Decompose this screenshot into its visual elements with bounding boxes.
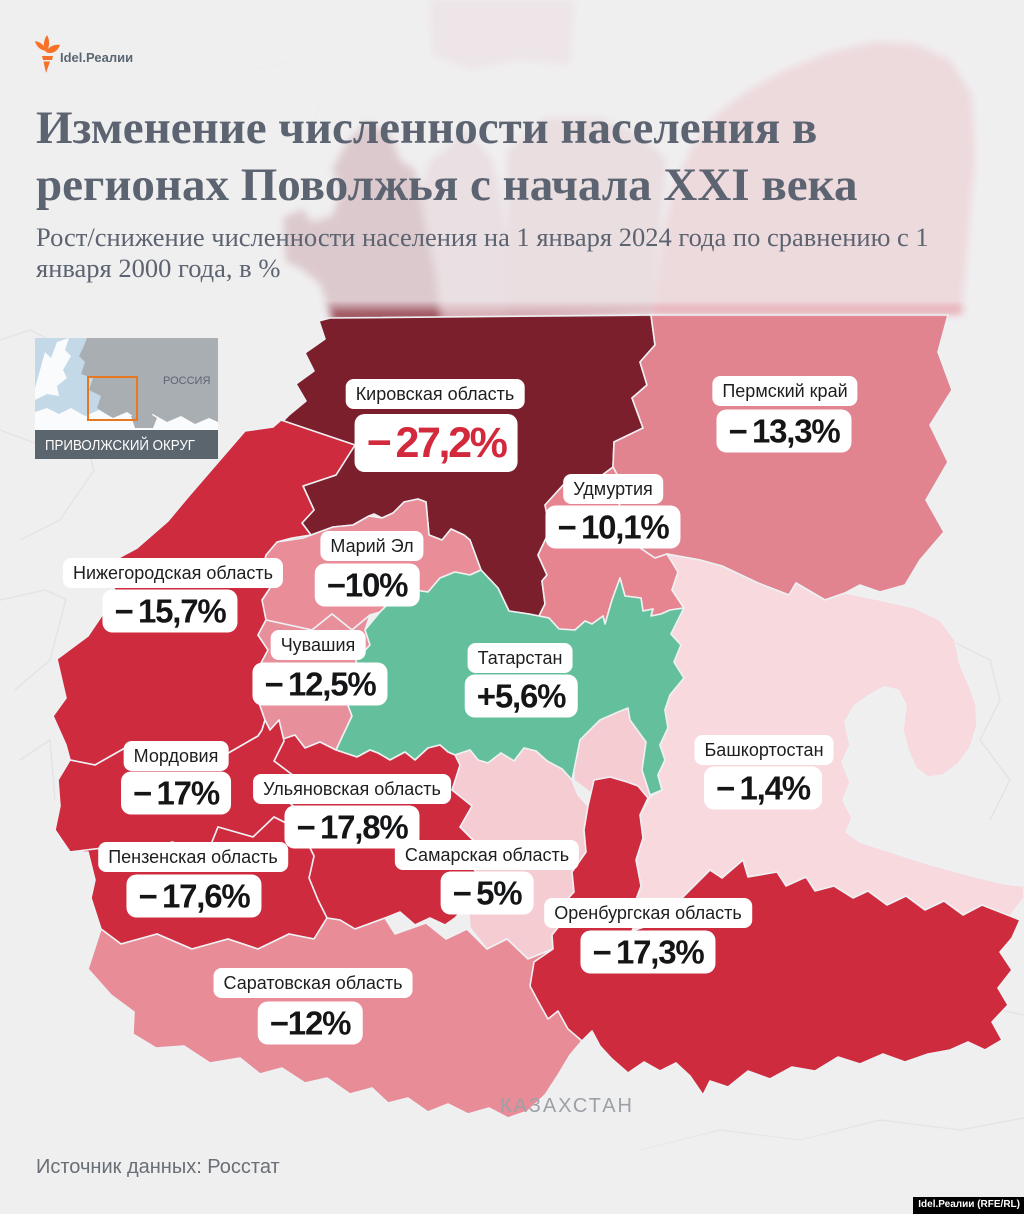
svg-text:ПРИВОЛЖСКИЙ ОКРУГ: ПРИВОЛЖСКИЙ ОКРУГ xyxy=(45,436,195,454)
svg-text:РОССИЯ: РОССИЯ xyxy=(163,375,210,387)
